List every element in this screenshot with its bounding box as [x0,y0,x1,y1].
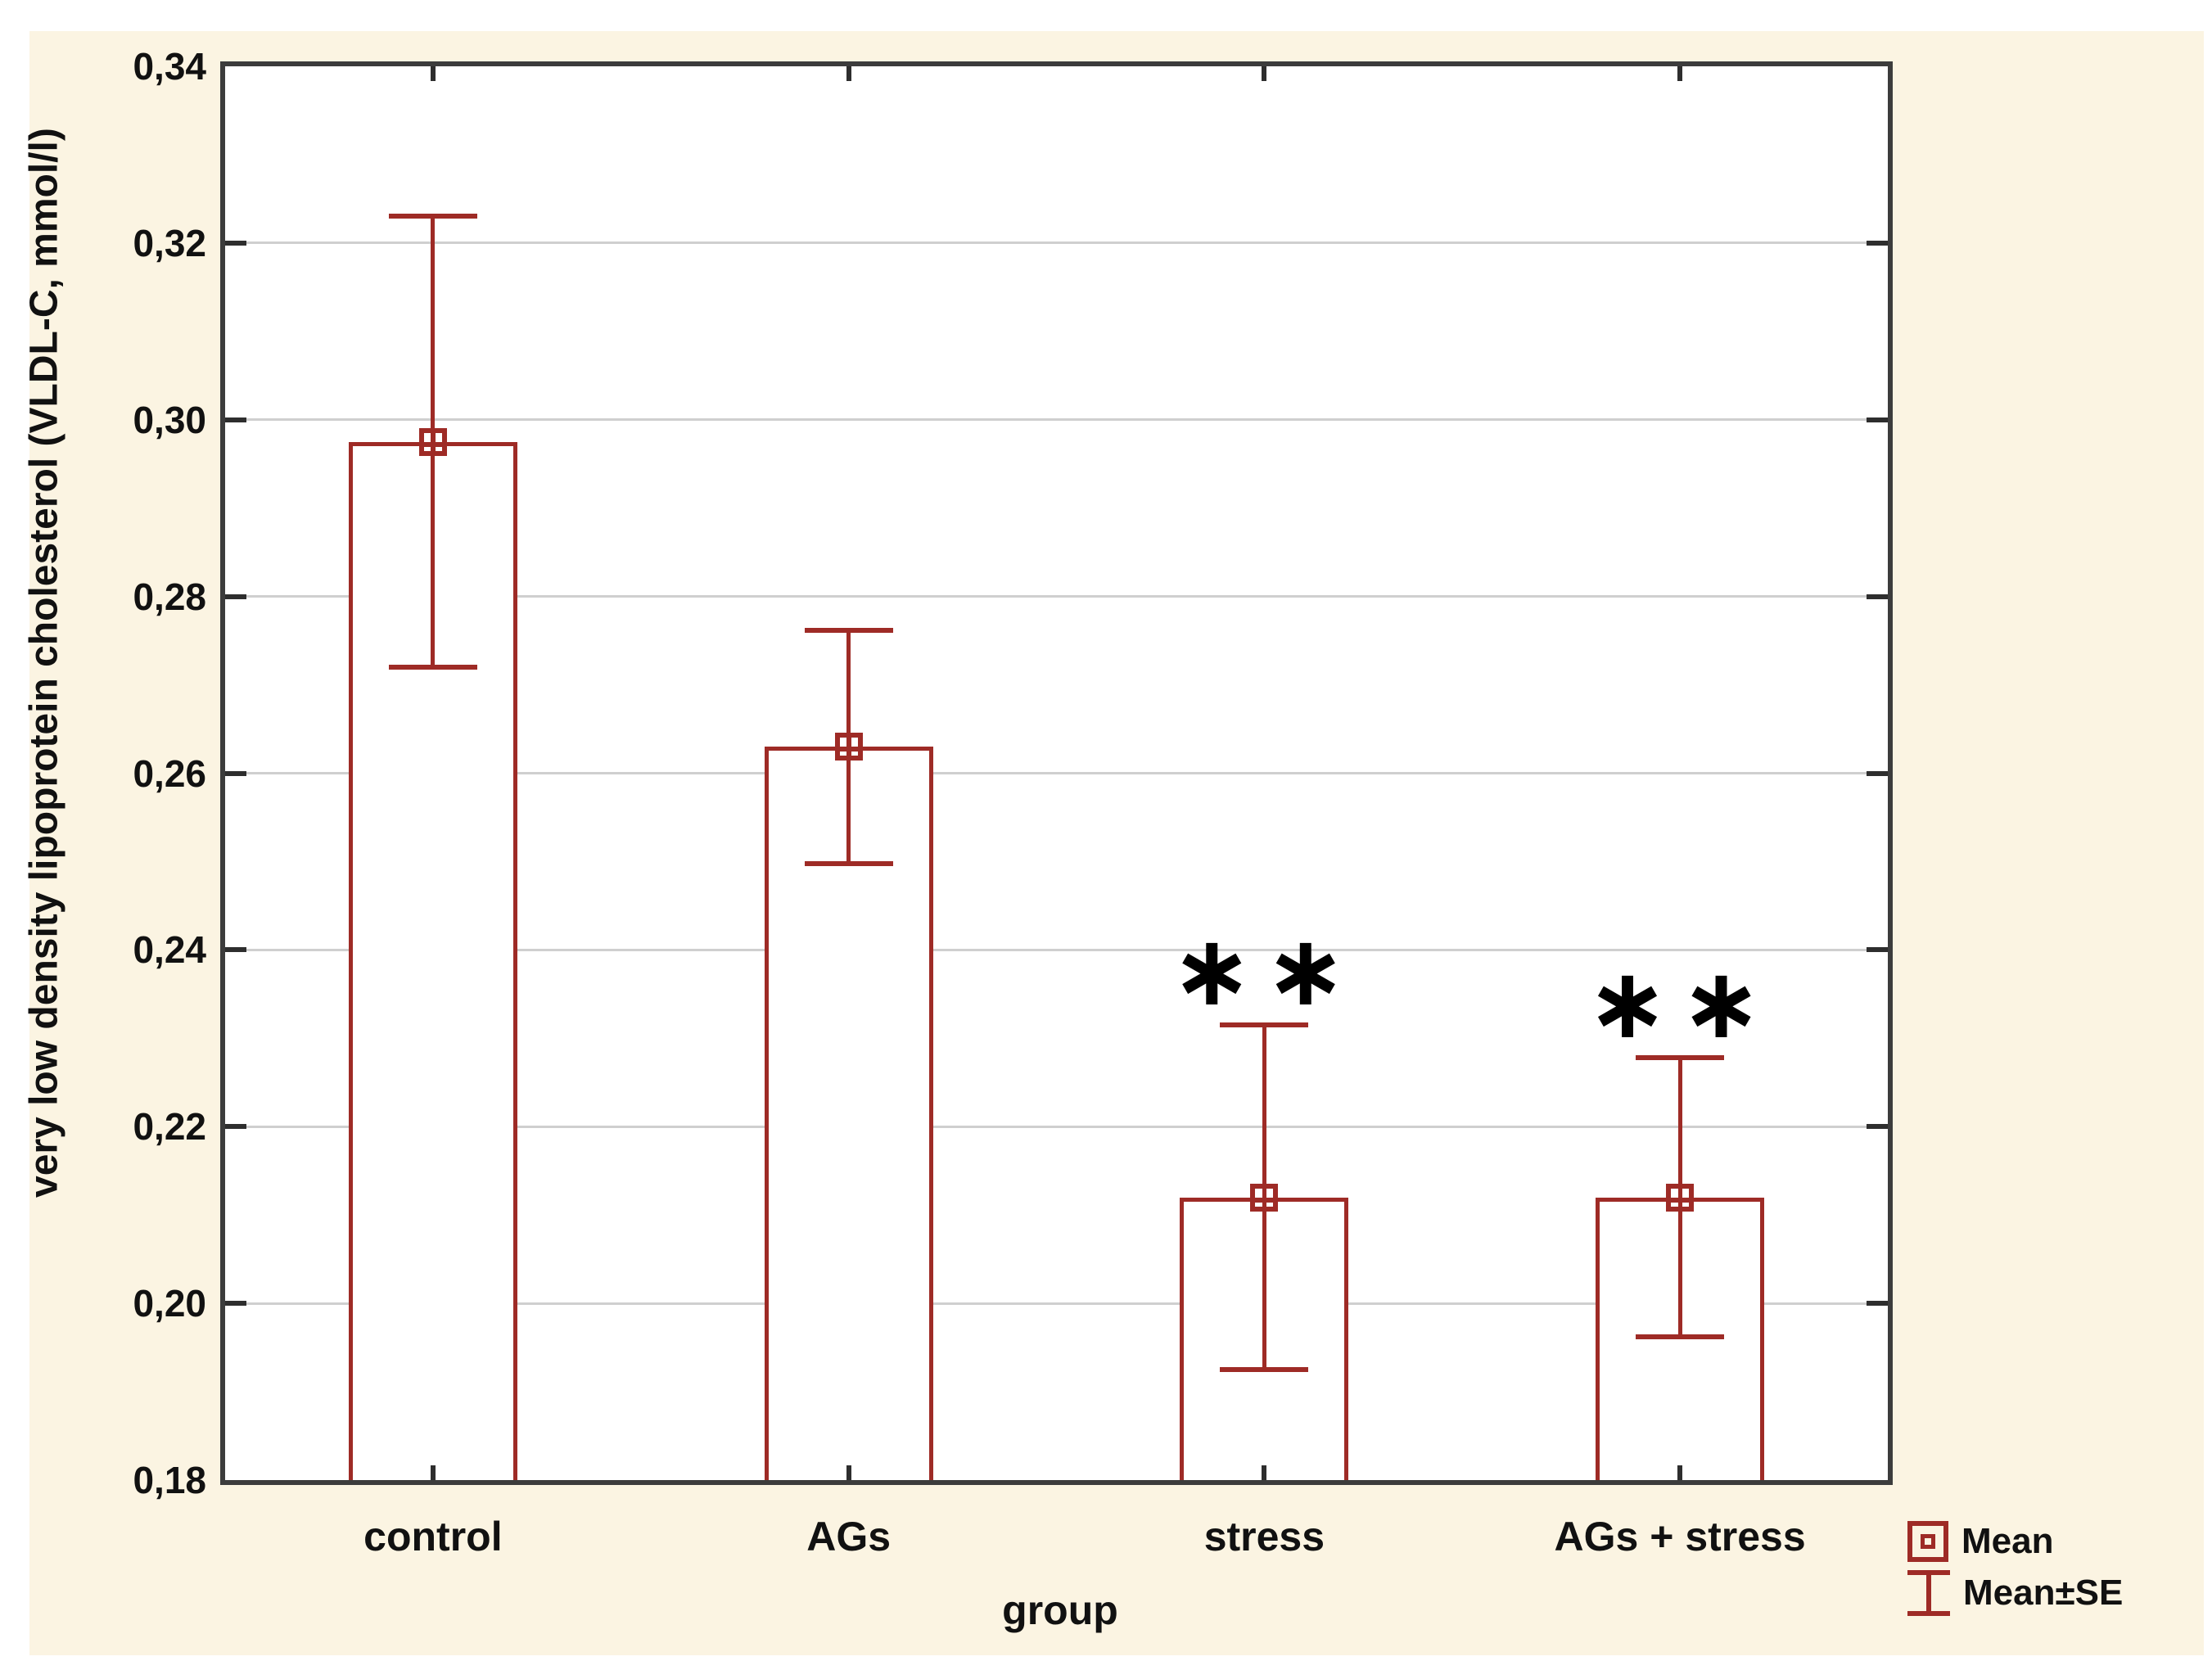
x-tick-label: AGs [806,1514,892,1559]
gridline [225,241,1888,245]
y-axis-tick-left [225,240,246,246]
y-tick-label: 0,28 [133,575,206,618]
y-tick-label: 0,20 [133,1282,206,1325]
x-axis-tick-bottom [1262,1465,1267,1480]
errorbar-top-cap [804,627,893,633]
y-axis-tick-left [225,1301,246,1307]
y-tick-label: 0,30 [133,398,206,441]
mean-marker [418,427,447,456]
legend: Mean Mean±SE [1907,1521,2123,1616]
mean-marker-crosshair-v [1678,1188,1683,1207]
mean-marker-crosshair-v [846,738,851,756]
y-tick-label: 0,32 [133,221,206,264]
x-axis-tick-bottom [846,1465,851,1480]
errorbar-top-cap [388,214,477,219]
y-axis-tick-left [225,1124,246,1130]
errorbar-bottom-cap [1220,1367,1309,1373]
gridline [225,418,1888,422]
x-axis-tick-bottom [430,1465,436,1480]
y-axis-tick-right [1867,1124,1888,1130]
legend-entry-mean-se: Mean±SE [1907,1570,2123,1616]
y-tick-label: 0,22 [133,1105,206,1149]
mean-square-inner-icon [1921,1534,1935,1549]
errorbar-bottom-cap [804,860,893,866]
significance-marker: ∗∗ [1586,947,1774,1062]
bar [764,747,933,1480]
errorbar-top-cap [1636,1055,1725,1061]
y-axis-tick-right [1867,417,1888,422]
y-tick-label: 0,34 [133,45,206,88]
y-axis-tick-right [1867,240,1888,246]
y-axis-tick-left [225,947,246,953]
significance-marker: ∗∗ [1170,914,1358,1029]
errorbar-bottom-cap-icon [1907,1611,1950,1616]
mean-marker [834,733,863,761]
y-tick-label: 0,18 [133,1459,206,1501]
x-tick-label: control [363,1514,503,1559]
y-axis-tick-right [1867,1301,1888,1307]
errorbar-bottom-cap [388,664,477,670]
x-tick-label: AGs + stress [1554,1514,1806,1559]
mean-marker [1250,1183,1279,1212]
y-axis-tick-left [225,594,246,599]
y-axis-tick-left [225,770,246,776]
x-axis-tick-bottom [1677,1465,1683,1480]
plot-area [225,66,1888,1480]
errorbar-top-cap [1220,1022,1309,1028]
x-axis-tick-top [846,66,851,81]
x-axis-title: group [1002,1587,1118,1633]
y-tick-label: 0,24 [133,928,206,972]
legend-label-mean: Mean [1961,1521,2054,1561]
y-axis-tick-right [1867,947,1888,953]
mean-marker [1666,1183,1695,1212]
legend-label-mean-se: Mean±SE [1963,1573,2124,1613]
errorbar-bottom-cap [1636,1334,1725,1340]
x-tick-label: stress [1203,1514,1325,1559]
legend-entry-mean: Mean [1907,1521,2123,1562]
y-axis-tick-right [1867,770,1888,776]
y-axis-tick-right [1867,594,1888,599]
gridline [225,772,1888,774]
gridline [225,1125,1888,1128]
mean-marker-crosshair-v [1262,1188,1267,1207]
x-axis-tick-top [1262,66,1267,81]
y-axis-tick-left [225,417,246,422]
errorbar-icon [1907,1570,1950,1616]
mean-marker-crosshair-v [431,432,436,451]
gridline [225,948,1888,951]
y-tick-label: 0,26 [133,752,206,795]
errorbar-line-icon [1926,1570,1931,1616]
y-axis-title: very low density lipoprotein cholesterol… [22,128,66,1198]
mean-square-icon [1907,1521,1948,1562]
x-axis-tick-top [1677,66,1683,81]
gridline [225,1302,1888,1305]
gridline [225,595,1888,598]
x-axis-tick-top [430,66,436,81]
